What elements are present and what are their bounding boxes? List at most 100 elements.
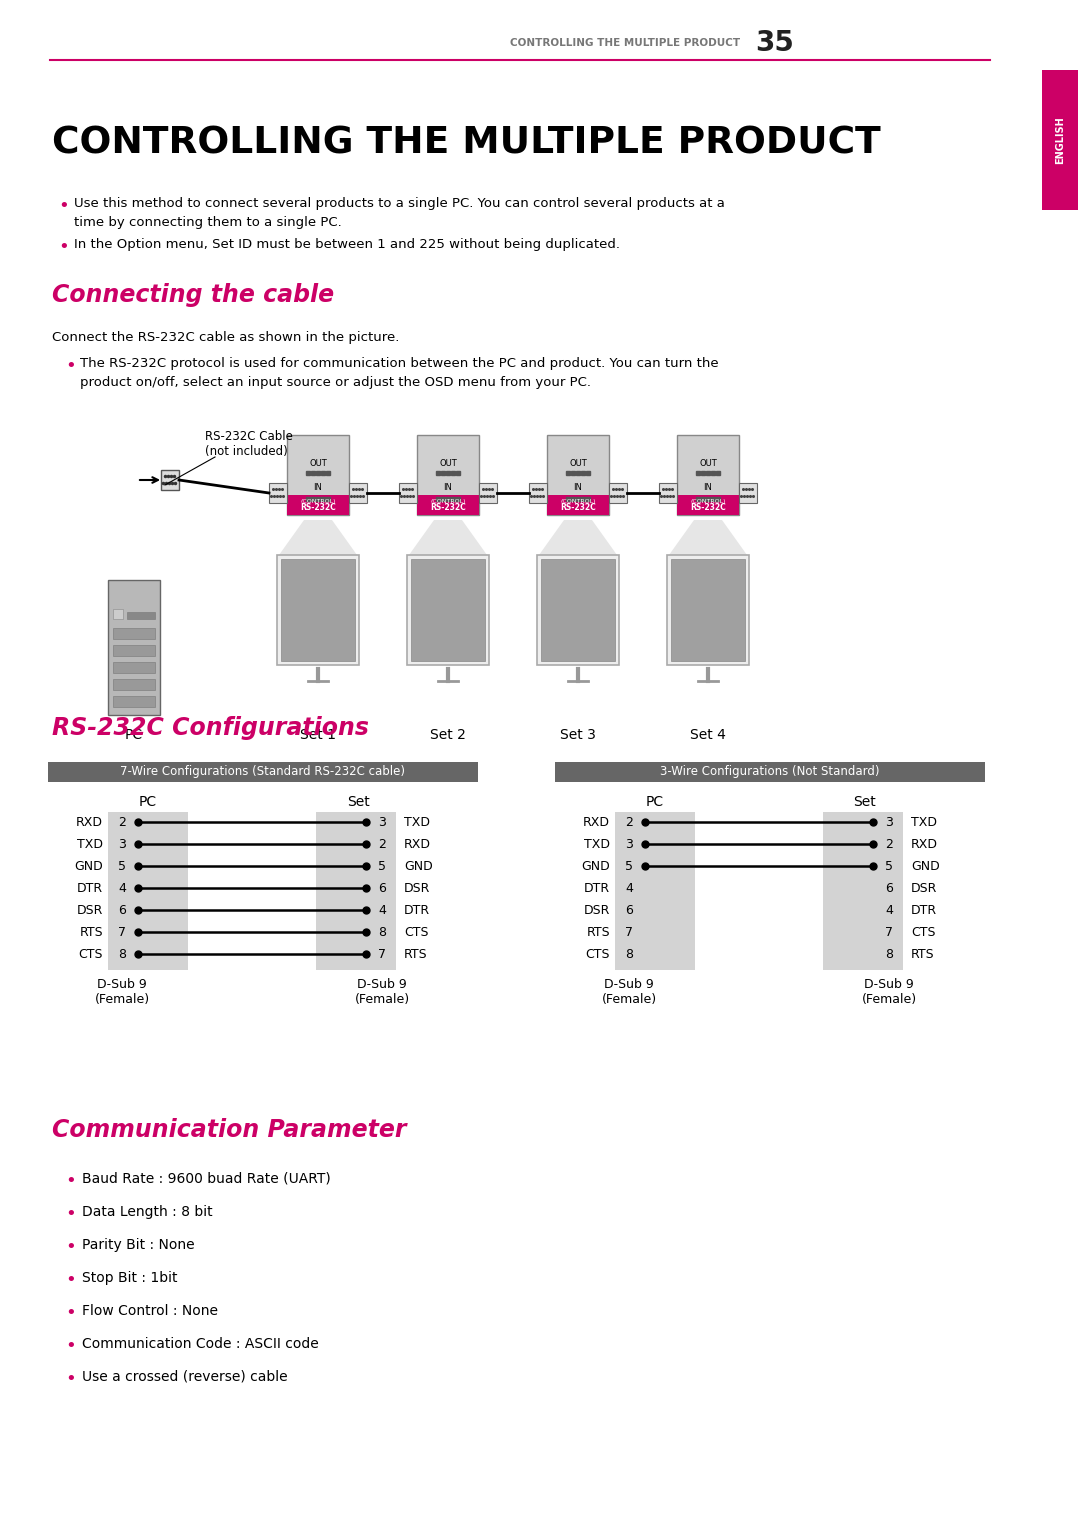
Text: •: • xyxy=(65,1305,76,1321)
Bar xyxy=(480,483,497,503)
Text: CTS: CTS xyxy=(912,925,935,939)
Text: (CONTROL): (CONTROL) xyxy=(430,498,465,503)
Text: •: • xyxy=(65,1237,76,1256)
Text: 2: 2 xyxy=(378,838,386,850)
Text: product on/off, select an input source or adjust the OSD menu from your PC.: product on/off, select an input source o… xyxy=(80,376,591,389)
Text: OUT: OUT xyxy=(309,459,327,468)
Text: Use a crossed (reverse) cable: Use a crossed (reverse) cable xyxy=(82,1370,287,1384)
Text: 7: 7 xyxy=(885,925,893,939)
Text: (Female): (Female) xyxy=(862,994,917,1006)
Polygon shape xyxy=(669,520,747,555)
Bar xyxy=(537,555,619,664)
Text: TXD: TXD xyxy=(77,838,103,850)
Text: •: • xyxy=(65,1205,76,1222)
Text: 6: 6 xyxy=(118,904,126,916)
Text: IN: IN xyxy=(573,483,582,492)
Text: Communication Parameter: Communication Parameter xyxy=(52,1119,406,1141)
Bar xyxy=(671,559,745,661)
Text: CTS: CTS xyxy=(404,925,429,939)
Text: •: • xyxy=(65,1271,76,1289)
Bar xyxy=(823,812,903,969)
Text: PC: PC xyxy=(139,796,157,809)
Bar xyxy=(287,495,349,515)
Bar xyxy=(546,495,609,515)
Text: 8: 8 xyxy=(378,925,386,939)
Text: 5: 5 xyxy=(625,860,633,873)
Text: GND: GND xyxy=(912,860,940,873)
Text: ENGLISH: ENGLISH xyxy=(1055,116,1065,165)
Bar xyxy=(677,434,739,515)
Text: RS-232C: RS-232C xyxy=(561,503,596,512)
Text: 5: 5 xyxy=(378,860,386,873)
Text: time by connecting them to a single PC.: time by connecting them to a single PC. xyxy=(75,216,341,229)
Text: In the Option menu, Set ID must be between 1 and 225 without being duplicated.: In the Option menu, Set ID must be betwe… xyxy=(75,238,620,251)
Bar xyxy=(287,434,349,515)
Bar xyxy=(739,483,757,503)
Bar xyxy=(113,645,156,655)
Bar xyxy=(541,559,615,661)
Bar xyxy=(113,661,156,674)
Text: OUT: OUT xyxy=(699,459,717,468)
Text: 3: 3 xyxy=(118,838,126,850)
Text: 7: 7 xyxy=(625,925,633,939)
Bar xyxy=(659,483,677,503)
Text: 2: 2 xyxy=(118,815,126,829)
Text: CTS: CTS xyxy=(79,948,103,960)
Text: CTS: CTS xyxy=(585,948,610,960)
Text: 5: 5 xyxy=(118,860,126,873)
Text: 6: 6 xyxy=(625,904,633,916)
Text: Connecting the cable: Connecting the cable xyxy=(52,283,334,306)
Polygon shape xyxy=(279,520,357,555)
Text: D-Sub 9: D-Sub 9 xyxy=(864,977,914,991)
Text: 3-Wire Configurations (Not Standard): 3-Wire Configurations (Not Standard) xyxy=(660,765,880,779)
Text: 8: 8 xyxy=(118,948,126,960)
Text: GND: GND xyxy=(581,860,610,873)
Bar xyxy=(276,555,359,664)
Text: Set 1: Set 1 xyxy=(300,728,336,742)
Text: RTS: RTS xyxy=(79,925,103,939)
Text: (CONTROL): (CONTROL) xyxy=(690,498,726,503)
Text: Set 2: Set 2 xyxy=(430,728,465,742)
Text: Data Length : 8 bit: Data Length : 8 bit xyxy=(82,1205,213,1219)
Text: TXD: TXD xyxy=(584,838,610,850)
Text: Use this method to connect several products to a single PC. You can control seve: Use this method to connect several produ… xyxy=(75,197,725,210)
Text: Flow Control : None: Flow Control : None xyxy=(82,1305,218,1318)
Text: 4: 4 xyxy=(886,904,893,916)
Text: 3: 3 xyxy=(625,838,633,850)
Polygon shape xyxy=(409,520,487,555)
Bar xyxy=(48,762,478,782)
Text: Set: Set xyxy=(347,796,369,809)
Text: •: • xyxy=(65,1337,76,1355)
Text: 8: 8 xyxy=(625,948,633,960)
Bar xyxy=(269,483,287,503)
Text: •: • xyxy=(58,197,69,215)
Bar xyxy=(113,610,123,619)
Text: 4: 4 xyxy=(378,904,386,916)
Bar xyxy=(529,483,546,503)
Text: RTS: RTS xyxy=(586,925,610,939)
Bar xyxy=(546,434,609,515)
Bar xyxy=(316,812,396,969)
Text: RS-232C Configurations: RS-232C Configurations xyxy=(52,716,369,741)
Text: •: • xyxy=(65,1172,76,1190)
Text: 7: 7 xyxy=(118,925,126,939)
Text: 6: 6 xyxy=(378,881,386,895)
Bar xyxy=(417,495,480,515)
Text: TXD: TXD xyxy=(404,815,430,829)
Text: IN: IN xyxy=(313,483,323,492)
Text: Parity Bit : None: Parity Bit : None xyxy=(82,1237,194,1253)
Text: D-Sub 9: D-Sub 9 xyxy=(97,977,147,991)
Bar xyxy=(615,812,696,969)
Text: •: • xyxy=(65,357,76,375)
Text: 7-Wire Configurations (Standard RS-232C cable): 7-Wire Configurations (Standard RS-232C … xyxy=(121,765,405,779)
Text: DSR: DSR xyxy=(912,881,937,895)
Text: 4: 4 xyxy=(625,881,633,895)
Text: D-Sub 9: D-Sub 9 xyxy=(357,977,407,991)
Bar xyxy=(667,555,750,664)
Text: IN: IN xyxy=(444,483,453,492)
Text: DTR: DTR xyxy=(404,904,430,916)
Text: DTR: DTR xyxy=(912,904,937,916)
Text: 8: 8 xyxy=(885,948,893,960)
Text: DSR: DSR xyxy=(404,881,430,895)
Text: 5: 5 xyxy=(885,860,893,873)
